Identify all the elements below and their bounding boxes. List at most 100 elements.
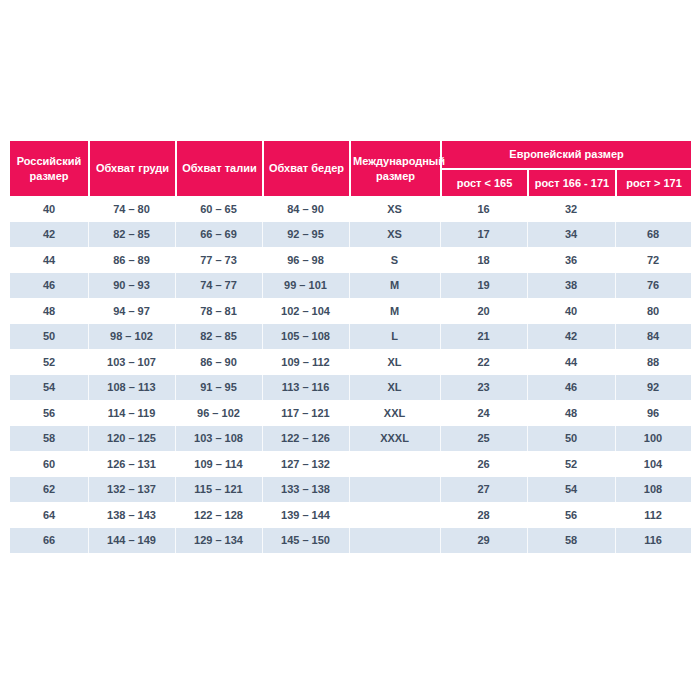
cell: 82 – 85 [88,222,175,248]
cell: 80 [615,298,691,324]
cell: S [349,247,440,273]
cell: 103 – 107 [88,349,175,375]
cell: 129 – 134 [175,528,262,554]
cell: 76 [615,273,691,299]
cell: 52 [527,451,615,477]
cell: 84 [615,324,691,350]
cell [615,196,691,222]
header-hips: Обхват бедер [262,141,349,196]
cell: 42 [10,222,88,248]
cell: 113 – 116 [262,375,349,401]
cell: 92 – 95 [262,222,349,248]
cell: 52 [10,349,88,375]
table-row: 58120 – 125103 – 108122 – 126XXXL2550100 [10,426,691,452]
cell: XS [349,196,440,222]
cell: 96 – 98 [262,247,349,273]
cell: 92 [615,375,691,401]
cell: 139 – 144 [262,502,349,528]
cell: 24 [440,400,527,426]
cell: 20 [440,298,527,324]
cell: XL [349,349,440,375]
cell: 78 – 81 [175,298,262,324]
cell: 50 [10,324,88,350]
cell: 94 – 97 [88,298,175,324]
cell: 105 – 108 [262,324,349,350]
cell: 56 [527,502,615,528]
cell: 34 [527,222,615,248]
cell: 98 – 102 [88,324,175,350]
cell: 102 – 104 [262,298,349,324]
cell: 117 – 121 [262,400,349,426]
cell: 62 [10,477,88,503]
cell [349,502,440,528]
cell: 58 [10,426,88,452]
cell: 132 – 137 [88,477,175,503]
cell [349,451,440,477]
cell: 46 [527,375,615,401]
cell: 99 – 101 [262,273,349,299]
cell: 84 – 90 [262,196,349,222]
cell: 133 – 138 [262,477,349,503]
cell: XXXL [349,426,440,452]
table-row: 52103 – 10786 – 90109 – 112XL224488 [10,349,691,375]
cell: 19 [440,273,527,299]
cell: 127 – 132 [262,451,349,477]
cell: 36 [527,247,615,273]
size-table-body: 4074 – 8060 – 6584 – 90XS16324282 – 8566… [10,196,691,553]
table-row: 66144 – 149129 – 134145 – 1502958116 [10,528,691,554]
cell: 91 – 95 [175,375,262,401]
cell: 112 [615,502,691,528]
cell: 122 – 126 [262,426,349,452]
cell: XXL [349,400,440,426]
cell: 38 [527,273,615,299]
cell: 17 [440,222,527,248]
table-row: 54108 – 11391 – 95113 – 116XL234692 [10,375,691,401]
cell: L [349,324,440,350]
cell: 54 [527,477,615,503]
cell: 109 – 114 [175,451,262,477]
cell: 25 [440,426,527,452]
cell: 22 [440,349,527,375]
cell: 82 – 85 [175,324,262,350]
cell [349,477,440,503]
cell: 108 – 113 [88,375,175,401]
header-height-gt-171: рост > 171 [615,168,691,196]
cell: 40 [10,196,88,222]
size-chart-table-wrap: Российский размер Обхват груди Обхват та… [10,141,691,553]
cell: 86 – 89 [88,247,175,273]
table-row: 62132 – 137115 – 121133 – 1382754108 [10,477,691,503]
header-waist: Обхват талии [175,141,262,196]
table-row: 4074 – 8060 – 6584 – 90XS1632 [10,196,691,222]
cell: 44 [527,349,615,375]
size-chart-page: Российский размер Обхват груди Обхват та… [0,0,700,700]
cell: 120 – 125 [88,426,175,452]
cell: 88 [615,349,691,375]
cell: 50 [527,426,615,452]
cell: M [349,298,440,324]
cell: 116 [615,528,691,554]
cell: 54 [10,375,88,401]
cell: 74 – 77 [175,273,262,299]
cell: 74 – 80 [88,196,175,222]
cell: M [349,273,440,299]
cell: 60 [10,451,88,477]
header-height-lt-165: рост < 165 [440,168,527,196]
cell: 64 [10,502,88,528]
cell: 42 [527,324,615,350]
cell: XL [349,375,440,401]
cell: 66 [10,528,88,554]
cell: 100 [615,426,691,452]
cell: 114 – 119 [88,400,175,426]
header-chest: Обхват груди [88,141,175,196]
cell: 21 [440,324,527,350]
cell: 40 [527,298,615,324]
cell: 48 [527,400,615,426]
cell: 23 [440,375,527,401]
cell: 138 – 143 [88,502,175,528]
cell: 108 [615,477,691,503]
cell: 103 – 108 [175,426,262,452]
cell: 44 [10,247,88,273]
cell: 68 [615,222,691,248]
cell: 29 [440,528,527,554]
table-row: 60126 – 131109 – 114127 – 1322652104 [10,451,691,477]
